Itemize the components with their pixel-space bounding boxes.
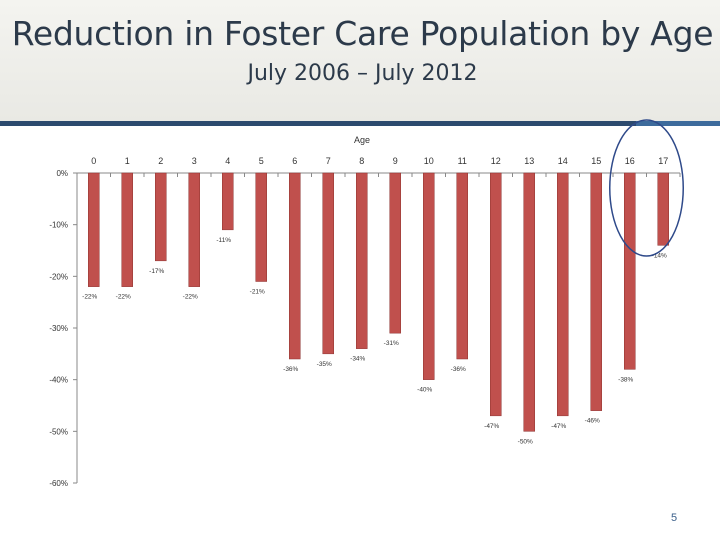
x-tick-label: 8 [359, 156, 364, 166]
x-tick-label: 2 [158, 156, 163, 166]
data-label: -47% [551, 423, 566, 430]
x-tick-label: 9 [393, 156, 398, 166]
data-label: -14% [652, 252, 667, 259]
highlight-ellipse [609, 119, 684, 257]
slide-subtitle: July 2006 – July 2012 [247, 61, 478, 86]
y-tick-label: -10% [49, 221, 68, 230]
x-tick-label: 13 [524, 156, 534, 166]
y-tick-label: -40% [49, 376, 68, 385]
bar [121, 172, 133, 287]
data-label: -34% [350, 356, 365, 363]
data-label: -36% [451, 366, 466, 373]
x-tick-label: 17 [658, 156, 668, 166]
bar [255, 172, 267, 282]
data-label: -21% [250, 289, 265, 296]
y-tick-label: -50% [49, 427, 68, 436]
slide-title: Reduction in Foster Care Population by A… [11, 14, 714, 53]
x-tick-label: 14 [558, 156, 568, 166]
bar [557, 172, 569, 417]
data-label: -11% [216, 237, 231, 244]
x-tick-label: 11 [458, 156, 467, 166]
bar [289, 172, 301, 360]
bar [389, 172, 401, 334]
bar [456, 172, 468, 360]
bar [222, 172, 234, 231]
x-tick-label: 6 [292, 156, 297, 166]
data-label: -38% [618, 376, 633, 383]
x-tick-label: 0 [91, 156, 96, 166]
data-label: -50% [518, 438, 533, 445]
data-label: -46% [585, 418, 600, 425]
bar [590, 172, 602, 411]
data-label: -22% [183, 294, 198, 301]
bar [322, 172, 334, 355]
x-tick-label: 7 [326, 156, 331, 166]
y-tick-label: -30% [49, 324, 68, 333]
slide-header: Reduction in Foster Care Population by A… [0, 0, 720, 121]
x-tick-label: 3 [192, 156, 197, 166]
data-label: -31% [384, 340, 399, 347]
data-label: -35% [317, 361, 332, 368]
bar [188, 172, 200, 287]
data-label: -40% [417, 387, 432, 394]
y-tick-label: 0% [56, 169, 68, 178]
bar [423, 172, 435, 380]
x-tick-label: 4 [225, 156, 230, 166]
x-tick-label: 12 [491, 156, 501, 166]
data-label: -36% [283, 366, 298, 373]
bar [155, 172, 167, 262]
x-tick-label: 15 [591, 156, 601, 166]
bar [624, 172, 636, 370]
header-rule-accent [636, 121, 720, 126]
x-tick-label: 5 [259, 156, 264, 166]
x-tick-label: 10 [424, 156, 434, 166]
data-label: -17% [149, 268, 164, 275]
bar [356, 172, 368, 349]
x-tick-label: 1 [125, 156, 130, 166]
x-axis-title: Age [354, 135, 370, 145]
bar [490, 172, 502, 417]
bar [523, 172, 535, 432]
header-rule [0, 121, 720, 126]
x-tick-label: 16 [625, 156, 635, 166]
bar [657, 172, 669, 246]
y-tick-label: -60% [49, 479, 68, 488]
y-tick-label: -20% [49, 272, 68, 281]
data-label: -22% [82, 294, 97, 301]
bar [88, 172, 100, 287]
data-label: -47% [484, 423, 499, 430]
page-number: 5 [670, 512, 678, 524]
data-label: -22% [116, 294, 131, 301]
